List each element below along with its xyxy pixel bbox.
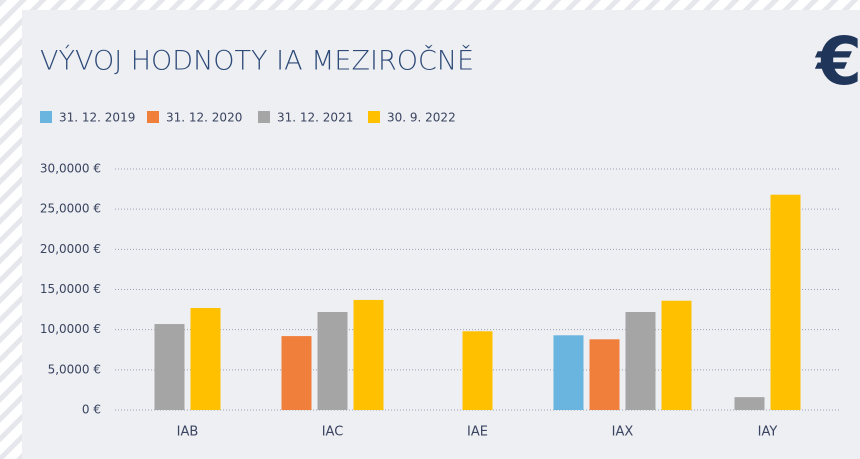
bar — [770, 194, 801, 410]
bar — [589, 339, 620, 410]
card — [22, 10, 860, 459]
legend-label: 31. 12. 2019 — [59, 111, 135, 125]
legend-label: 30. 9. 2022 — [387, 111, 456, 125]
y-tick-label: 20,0000 € — [40, 242, 101, 256]
bar — [462, 331, 493, 410]
bar — [353, 299, 384, 410]
bar — [317, 311, 348, 410]
y-tick-label: 15,0000 € — [40, 282, 101, 296]
bar — [190, 307, 221, 410]
legend-swatch — [258, 111, 270, 123]
bar — [625, 311, 656, 410]
chart-title: VÝVOJ HODNOTY IA MEZIROČNĚ — [40, 45, 474, 77]
y-tick-label: 10,0000 € — [40, 322, 101, 336]
x-tick-label: IAE — [467, 425, 488, 440]
euro-icon: € — [814, 23, 860, 100]
bar — [553, 335, 584, 410]
legend-label: 31. 12. 2020 — [166, 111, 242, 125]
x-tick-label: IAY — [758, 425, 778, 440]
legend-swatch — [40, 111, 52, 123]
y-tick-label: 0 € — [82, 403, 101, 417]
y-tick-label: 25,0000 € — [40, 202, 101, 216]
y-tick-label: 30,0000 € — [40, 162, 101, 176]
x-tick-label: IAC — [322, 425, 344, 440]
legend-label: 31. 12. 2021 — [277, 111, 353, 125]
y-tick-label: 5,0000 € — [48, 362, 101, 376]
legend-swatch — [368, 111, 380, 123]
x-tick-label: IAB — [177, 425, 199, 440]
legend-swatch — [147, 111, 159, 123]
bar — [661, 300, 692, 410]
bar — [734, 397, 765, 410]
bar — [154, 324, 185, 410]
x-tick-label: IAX — [612, 425, 634, 440]
bar — [281, 336, 312, 410]
